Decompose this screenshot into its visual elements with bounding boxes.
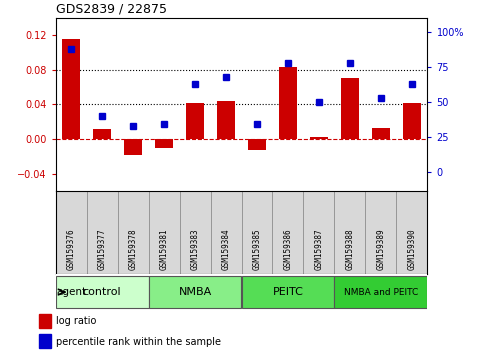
Text: GSM159378: GSM159378	[128, 229, 138, 270]
Bar	[39, 334, 51, 348]
Bar	[62, 39, 80, 139]
Bar	[341, 78, 359, 139]
Bar	[242, 191, 272, 274]
Text: GSM159387: GSM159387	[314, 229, 324, 270]
Bar	[149, 276, 242, 308]
Bar	[117, 191, 149, 274]
Text: agent: agent	[56, 287, 86, 297]
Text: NMBA: NMBA	[178, 287, 212, 297]
Text: control: control	[83, 287, 121, 297]
Bar	[310, 137, 328, 139]
Text: GSM159385: GSM159385	[253, 229, 261, 270]
Bar	[211, 191, 242, 274]
Bar	[272, 191, 303, 274]
Text: GSM159377: GSM159377	[98, 229, 107, 270]
Text: GSM159390: GSM159390	[408, 229, 416, 270]
Text: GSM159376: GSM159376	[67, 229, 75, 270]
Bar	[124, 139, 142, 155]
Bar	[242, 276, 334, 308]
Bar	[303, 191, 334, 274]
Bar	[397, 191, 427, 274]
Text: GSM159383: GSM159383	[190, 229, 199, 270]
Bar	[56, 276, 149, 308]
Bar	[372, 128, 390, 139]
Text: NMBA and PEITC: NMBA and PEITC	[344, 287, 418, 297]
Bar	[248, 139, 266, 149]
Bar	[334, 191, 366, 274]
Text: GSM159389: GSM159389	[376, 229, 385, 270]
Text: GSM159384: GSM159384	[222, 229, 230, 270]
Bar	[186, 103, 204, 139]
Text: GSM159381: GSM159381	[159, 229, 169, 270]
Bar	[217, 101, 235, 139]
Bar	[149, 191, 180, 274]
Text: GDS2839 / 22875: GDS2839 / 22875	[56, 2, 167, 15]
Bar	[180, 191, 211, 274]
Bar	[39, 314, 51, 328]
Bar	[86, 191, 117, 274]
Bar	[93, 129, 112, 139]
Text: PEITC: PEITC	[272, 287, 303, 297]
Bar	[403, 103, 421, 139]
Bar	[366, 191, 397, 274]
Bar	[334, 276, 427, 308]
Text: percentile rank within the sample: percentile rank within the sample	[56, 337, 221, 347]
Bar	[56, 191, 86, 274]
Text: GSM159388: GSM159388	[345, 229, 355, 270]
Text: GSM159386: GSM159386	[284, 229, 293, 270]
Text: log ratio: log ratio	[56, 316, 96, 326]
Bar	[279, 67, 297, 139]
Bar	[155, 139, 173, 148]
